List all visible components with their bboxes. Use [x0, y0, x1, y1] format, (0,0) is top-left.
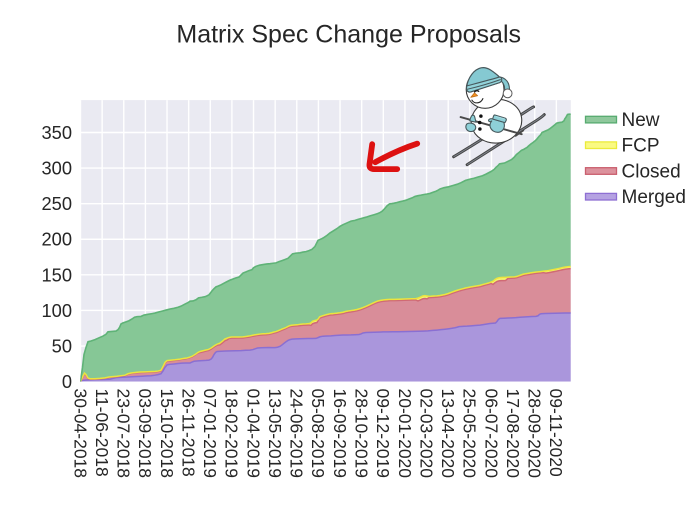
svg-text:16-09-2019: 16-09-2019 [330, 389, 350, 479]
svg-text:Matrix Spec Change Proposals: Matrix Spec Change Proposals [176, 21, 521, 49]
svg-text:50: 50 [52, 335, 72, 356]
svg-text:09-11-2020: 09-11-2020 [546, 389, 566, 477]
svg-text:28-09-2020: 28-09-2020 [525, 389, 545, 479]
svg-text:13-05-2019: 13-05-2019 [265, 389, 285, 479]
svg-text:26-11-2018: 26-11-2018 [178, 389, 198, 477]
svg-text:06-07-2020: 06-07-2020 [481, 389, 501, 479]
svg-text:20-01-2020: 20-01-2020 [395, 389, 415, 479]
svg-text:25-05-2020: 25-05-2020 [460, 389, 480, 479]
svg-text:250: 250 [41, 193, 72, 214]
svg-text:01-04-2019: 01-04-2019 [243, 389, 263, 479]
svg-text:Closed: Closed [622, 161, 681, 182]
svg-text:15-10-2018: 15-10-2018 [157, 389, 177, 479]
svg-text:13-04-2020: 13-04-2020 [438, 389, 458, 479]
svg-text:FCP: FCP [622, 136, 660, 157]
svg-text:100: 100 [41, 300, 72, 321]
svg-text:11-06-2018: 11-06-2018 [92, 389, 112, 477]
svg-text:23-07-2018: 23-07-2018 [114, 389, 134, 479]
svg-text:Merged: Merged [622, 187, 686, 208]
svg-text:150: 150 [41, 264, 72, 285]
svg-text:30-04-2018: 30-04-2018 [70, 389, 90, 479]
svg-text:28-10-2019: 28-10-2019 [351, 389, 371, 479]
svg-text:17-08-2020: 17-08-2020 [503, 389, 523, 479]
svg-text:0: 0 [62, 371, 72, 392]
svg-text:03-09-2018: 03-09-2018 [135, 389, 155, 479]
svg-text:07-01-2019: 07-01-2019 [200, 389, 220, 479]
svg-text:New: New [622, 110, 660, 131]
svg-text:24-06-2019: 24-06-2019 [287, 389, 307, 479]
svg-text:09-12-2019: 09-12-2019 [373, 389, 393, 479]
svg-text:350: 350 [41, 122, 72, 143]
svg-text:05-08-2019: 05-08-2019 [308, 389, 328, 479]
svg-text:200: 200 [41, 229, 72, 250]
svg-text:18-02-2019: 18-02-2019 [222, 389, 242, 479]
svg-text:02-03-2020: 02-03-2020 [416, 389, 436, 479]
svg-text:300: 300 [41, 157, 72, 178]
